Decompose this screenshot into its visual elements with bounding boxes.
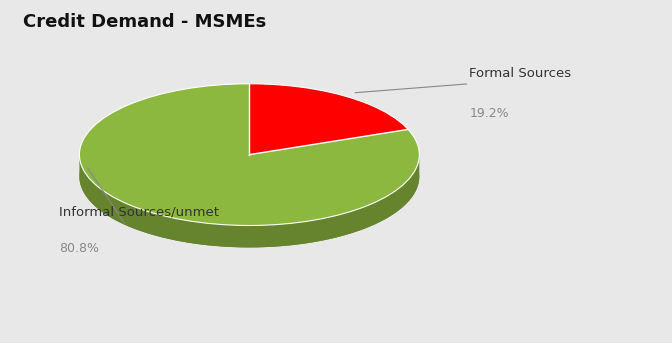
Polygon shape [79,84,419,225]
Text: Informal Sources/unmet: Informal Sources/unmet [59,206,220,219]
Text: 19.2%: 19.2% [469,107,509,120]
Polygon shape [249,84,408,155]
Ellipse shape [79,106,419,247]
Polygon shape [79,155,419,247]
Text: Credit Demand - MSMEs: Credit Demand - MSMEs [23,13,266,31]
Text: 80.8%: 80.8% [59,243,99,255]
Text: Formal Sources: Formal Sources [469,67,571,80]
